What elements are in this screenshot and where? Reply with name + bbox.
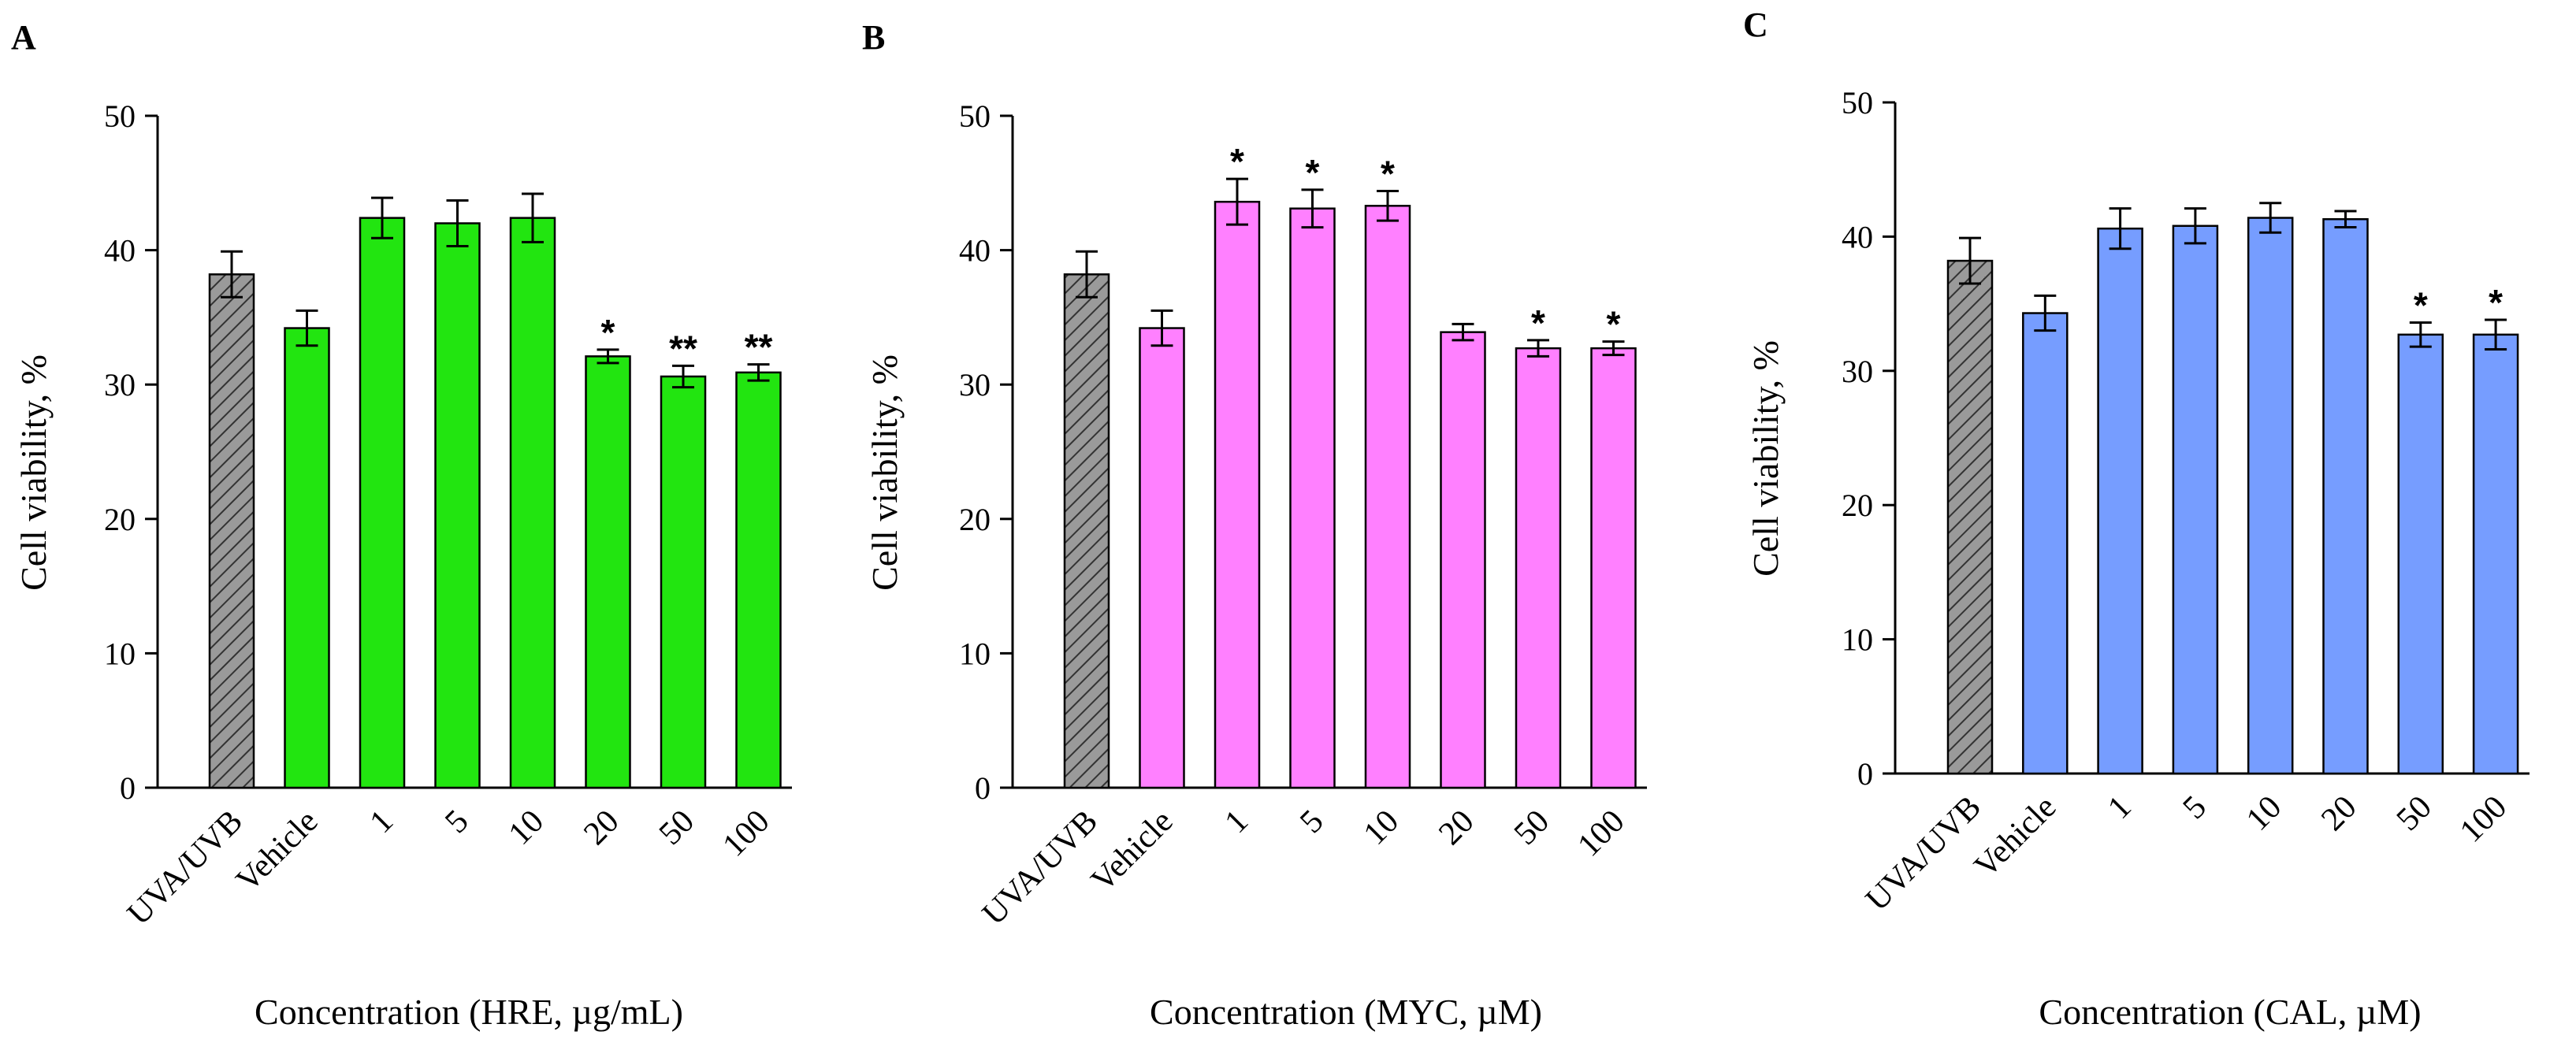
panel-letter-c: C — [1743, 6, 1768, 44]
bar-a-4 — [509, 217, 556, 789]
y-tick-label-b: 50 — [959, 98, 991, 134]
y-ticks-b: 0 10 20 30 40 50 — [959, 98, 1013, 806]
significance-marker-a-5: * — [601, 312, 615, 353]
category-label-b-4: 10 — [1357, 803, 1406, 852]
category-label-c-1: Vehicle — [1968, 789, 2064, 885]
y-axis-title-a: Cell viability, % — [13, 354, 54, 591]
y-tick-label-b: 0 — [975, 770, 991, 806]
x-axis-title-b: Concentration (MYC, µM) — [1150, 992, 1542, 1032]
x-axis-title-c: Concentration (CAL, µM) — [2039, 992, 2421, 1032]
bar-a-2 — [359, 217, 406, 789]
bar-b-3 — [1289, 207, 1336, 789]
y-axis-title-b: Cell viability, % — [864, 354, 905, 591]
bar-c-2 — [2097, 227, 2143, 775]
significance-marker-b-3: * — [1306, 152, 1320, 193]
bar-c-7 — [2472, 333, 2519, 775]
y-ticks-a: 0 10 20 30 40 50 — [104, 98, 158, 806]
category-label-c-2: 1 — [2101, 789, 2138, 826]
bars-a: * ** ** — [208, 192, 782, 789]
y-tick-label-b: 30 — [959, 367, 991, 403]
x-axis-title-a: Concentration (HRE, µg/mL) — [255, 992, 683, 1032]
significance-marker-a-7: ** — [745, 327, 773, 368]
bar-b-4 — [1364, 205, 1411, 789]
bar-b-7 — [1590, 347, 1637, 789]
bar-c-6 — [2397, 333, 2444, 775]
bar-a-0 — [208, 273, 255, 789]
bar-a-1 — [284, 327, 330, 789]
bar-a-3 — [434, 222, 481, 789]
bar-c-4 — [2247, 217, 2294, 775]
y-tick-label-c: 50 — [1842, 85, 1873, 121]
significance-marker-c-7: * — [2489, 282, 2503, 323]
category-label-a-4: 10 — [502, 803, 551, 852]
y-tick-label-b: 10 — [959, 636, 991, 671]
y-ticks-c: 0 10 20 30 40 50 — [1842, 85, 1895, 792]
category-label-b-1: Vehicle — [1084, 803, 1180, 900]
category-label-c-6: 50 — [2390, 789, 2439, 838]
panel-c: C Cell viability, % Concentration (CAL, … — [1743, 6, 2530, 1032]
category-label-a-6: 50 — [652, 803, 701, 852]
y-tick-label-c: 20 — [1842, 488, 1873, 523]
panel-a: A Cell viability, % Concentration (HRE, … — [11, 18, 792, 1032]
bar-b-0 — [1063, 273, 1110, 789]
y-tick-label-c: 40 — [1842, 219, 1873, 254]
significance-marker-b-6: * — [1531, 302, 1545, 343]
category-label-b-7: 100 — [1571, 803, 1631, 864]
y-tick-label-c: 0 — [1857, 756, 1873, 792]
category-label-b-0: UVA/UVB — [976, 803, 1105, 933]
significance-marker-b-2: * — [1230, 141, 1244, 182]
y-tick-label-b: 20 — [959, 502, 991, 537]
bar-c-1 — [2022, 312, 2069, 775]
y-tick-label-c: 30 — [1842, 354, 1873, 389]
bar-a-5 — [585, 355, 631, 789]
category-label-a-5: 20 — [577, 803, 626, 852]
panel-letter-a: A — [11, 18, 36, 57]
category-label-c-4: 10 — [2240, 789, 2288, 838]
y-tick-label-c: 10 — [1842, 622, 1873, 658]
y-axis-title-c: Cell viability, % — [1745, 340, 1786, 577]
category-label-a-2: 1 — [363, 803, 400, 840]
bar-a-6 — [660, 375, 707, 789]
bar-b-1 — [1139, 327, 1185, 789]
bars-c: * * — [1946, 202, 2519, 775]
panel-b: B Cell viability, % Concentration (MYC, … — [862, 18, 1647, 1032]
bar-c-0 — [1946, 259, 1994, 775]
y-tick-label-a: 10 — [104, 636, 136, 671]
bars-b: * * * * * — [1063, 141, 1637, 789]
y-tick-label-a: 30 — [104, 367, 136, 403]
category-label-a-1: Vehicle — [229, 803, 325, 900]
category-label-a-7: 100 — [716, 803, 776, 864]
category-label-c-0: UVA/UVB — [1859, 789, 1988, 918]
category-label-a-3: 5 — [438, 803, 475, 840]
category-label-b-3: 5 — [1293, 803, 1330, 840]
category-label-b-2: 1 — [1218, 803, 1255, 840]
category-label-a-0: UVA/UVB — [121, 803, 250, 933]
panel-letter-b: B — [862, 18, 885, 57]
bar-a-7 — [735, 371, 782, 789]
bar-b-2 — [1214, 200, 1261, 789]
significance-marker-b-7: * — [1607, 304, 1621, 345]
significance-marker-b-4: * — [1381, 154, 1395, 195]
bar-c-3 — [2172, 224, 2219, 775]
category-label-b-5: 20 — [1432, 803, 1481, 852]
category-label-c-3: 5 — [2176, 789, 2214, 826]
category-label-c-7: 100 — [2453, 789, 2514, 850]
y-tick-label-a: 50 — [104, 98, 136, 134]
bar-b-6 — [1515, 347, 1562, 789]
significance-marker-a-6: ** — [669, 328, 697, 369]
bar-c-5 — [2322, 217, 2369, 775]
bar-b-5 — [1440, 331, 1486, 789]
y-tick-label-a: 20 — [104, 502, 136, 537]
y-tick-label-a: 0 — [120, 770, 136, 806]
y-tick-label-b: 40 — [959, 233, 991, 269]
category-label-c-5: 20 — [2314, 789, 2363, 838]
significance-marker-c-6: * — [2414, 284, 2428, 325]
y-tick-label-a: 40 — [104, 233, 136, 269]
category-label-b-6: 50 — [1507, 803, 1556, 852]
